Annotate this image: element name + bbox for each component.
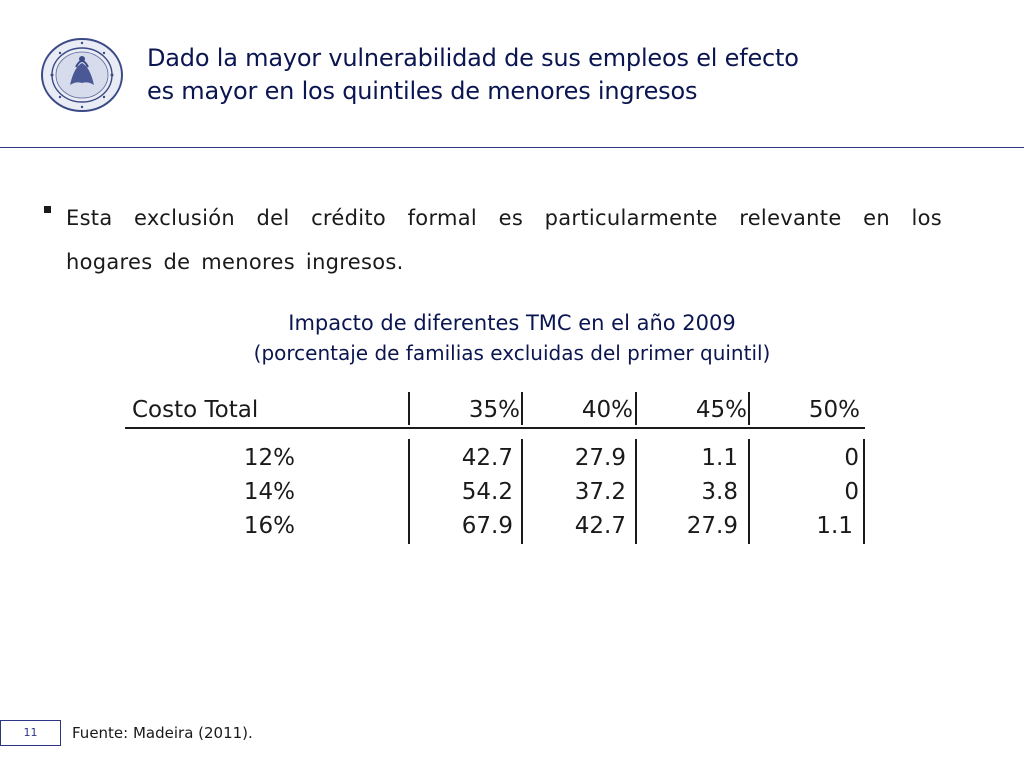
column-header: 35% <box>468 397 520 423</box>
header-underline <box>125 427 865 429</box>
table-cell: 27.9 <box>574 445 626 471</box>
table-cell: 3.8 <box>701 479 738 505</box>
row-label: 16% <box>243 513 295 539</box>
column-separator <box>521 439 523 544</box>
page-number: 11 <box>23 726 38 739</box>
column-separator <box>635 392 637 425</box>
tmc-impact-table: Costo Total 35% 40% 45% 50% 12% 42.7 27.… <box>125 392 870 552</box>
row-label: 14% <box>243 479 295 505</box>
row-label: 12% <box>243 445 295 471</box>
page-title: Dado la mayor vulnerabilidad de sus empl… <box>147 42 947 108</box>
page-number-box <box>0 720 61 746</box>
table-cell: 42.7 <box>574 513 626 539</box>
column-header: 40% <box>581 397 633 423</box>
title-line-1: Dado la mayor vulnerabilidad de sus empl… <box>147 44 799 72</box>
table-cell: 27.9 <box>686 513 738 539</box>
table-cell: 54.2 <box>461 479 513 505</box>
table-header-label: Costo Total <box>132 397 259 423</box>
column-separator <box>408 439 410 544</box>
column-separator <box>521 392 523 425</box>
table-cell: 1.1 <box>701 445 738 471</box>
bullet-item: Esta exclusión del crédito formal es par… <box>44 196 944 284</box>
source-note: Fuente: Madeira (2011). <box>72 724 253 742</box>
table-title: Impacto de diferentes TMC en el año 2009 <box>288 311 736 335</box>
square-bullet-icon <box>44 206 51 213</box>
table-cell: 0 <box>844 445 859 471</box>
column-header: 50% <box>808 397 860 423</box>
table-cell: 67.9 <box>461 513 513 539</box>
column-separator <box>635 439 637 544</box>
header-divider <box>0 147 1024 148</box>
column-separator <box>748 439 750 544</box>
table-subtitle: (porcentaje de familias excluidas del pr… <box>253 341 771 365</box>
table-cell: 0 <box>844 479 859 505</box>
table-cell: 1.1 <box>816 513 853 539</box>
title-line-2: es mayor en los quintiles de menores ing… <box>147 77 698 105</box>
banco-central-seal-icon <box>41 38 123 112</box>
column-separator <box>863 439 865 544</box>
table-cell: 42.7 <box>461 445 513 471</box>
table-cell: 37.2 <box>574 479 626 505</box>
column-header: 45% <box>695 397 747 423</box>
column-separator <box>408 392 410 425</box>
column-separator <box>748 392 750 425</box>
bullet-text: Esta exclusión del crédito formal es par… <box>66 206 942 274</box>
